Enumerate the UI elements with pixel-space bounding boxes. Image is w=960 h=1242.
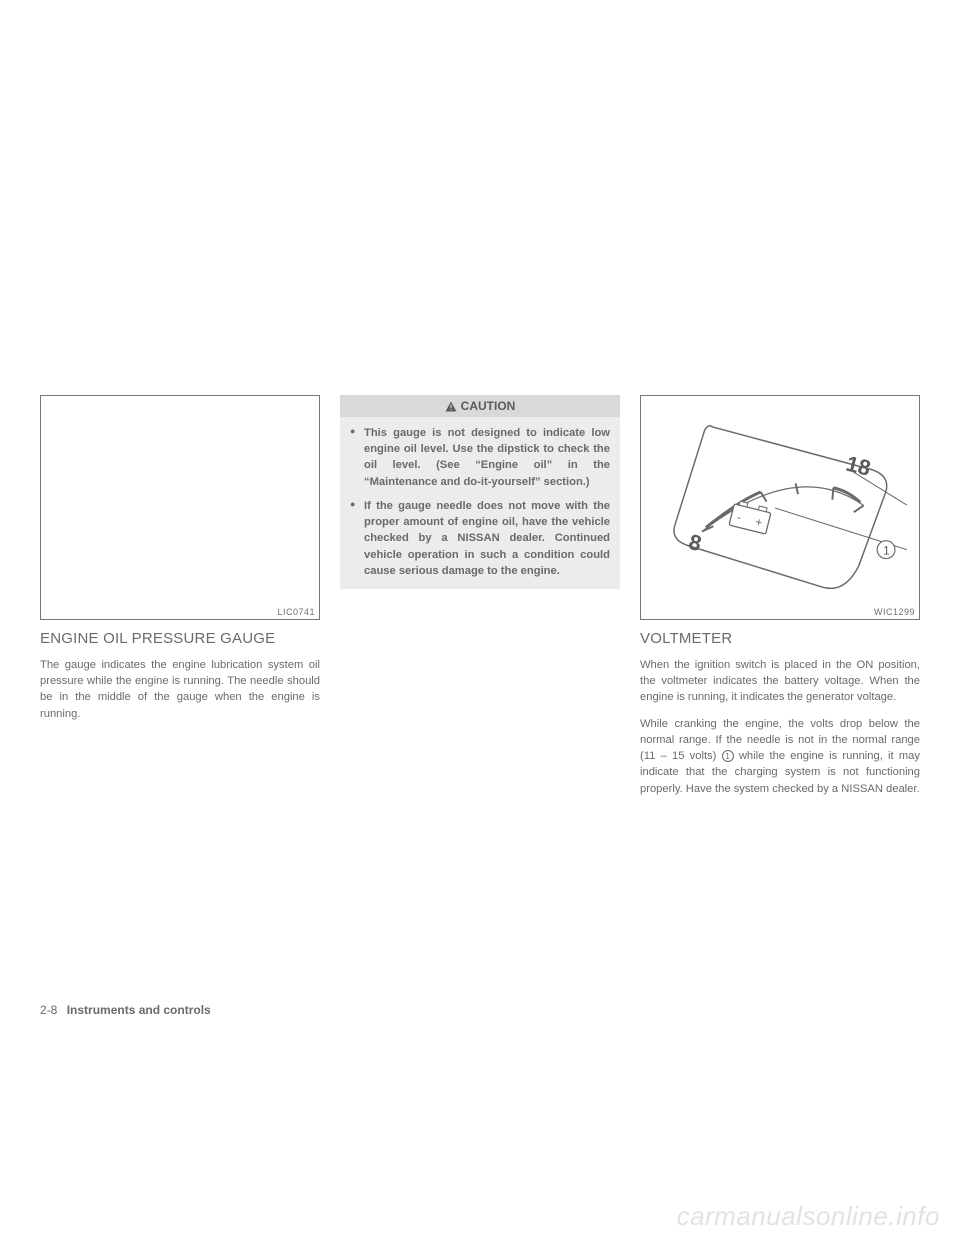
paragraph-voltmeter-1: When the ignition switch is placed in th…: [640, 657, 920, 706]
caution-bullet-1: This gauge is not designed to indicate l…: [350, 425, 610, 490]
footer-section-title: Instruments and controls: [67, 1003, 211, 1017]
figure-ref-label: WIC1299: [874, 607, 915, 617]
page-footer: 2-8 Instruments and controls: [40, 1003, 211, 1017]
paragraph-voltmeter-2: While cranking the engine, the volts dro…: [640, 716, 920, 797]
watermark: carmanualsonline.info: [677, 1201, 940, 1232]
page-number: 2-8: [40, 1003, 57, 1017]
figure-ref-label: LIC0741: [277, 607, 315, 617]
figure-oil-pressure: LIC0741: [40, 395, 320, 620]
page-content: LIC0741 ENGINE OIL PRESSURE GAUGE The ga…: [40, 395, 920, 807]
gauge-callout-number: 1: [883, 544, 890, 558]
caution-header: CAUTION: [340, 395, 620, 417]
caution-bullet-2: If the gauge needle does not move with t…: [350, 498, 610, 579]
column-right: 8 18 - + 1 WIC1299 VOLTMETER When the: [640, 395, 920, 807]
voltmeter-diagram: 8 18 - + 1: [641, 396, 919, 619]
column-left: LIC0741 ENGINE OIL PRESSURE GAUGE The ga…: [40, 395, 320, 807]
inline-callout-1: 1: [722, 750, 734, 762]
heading-voltmeter: VOLTMETER: [640, 630, 920, 647]
caution-label: CAUTION: [461, 399, 516, 413]
caution-body: This gauge is not designed to indicate l…: [340, 417, 620, 589]
heading-oil-pressure: ENGINE OIL PRESSURE GAUGE: [40, 630, 320, 647]
column-center: CAUTION This gauge is not designed to in…: [340, 395, 620, 807]
figure-voltmeter: 8 18 - + 1 WIC1299: [640, 395, 920, 620]
paragraph-oil-pressure: The gauge indicates the engine lubricati…: [40, 657, 320, 722]
warning-icon: [445, 401, 457, 412]
